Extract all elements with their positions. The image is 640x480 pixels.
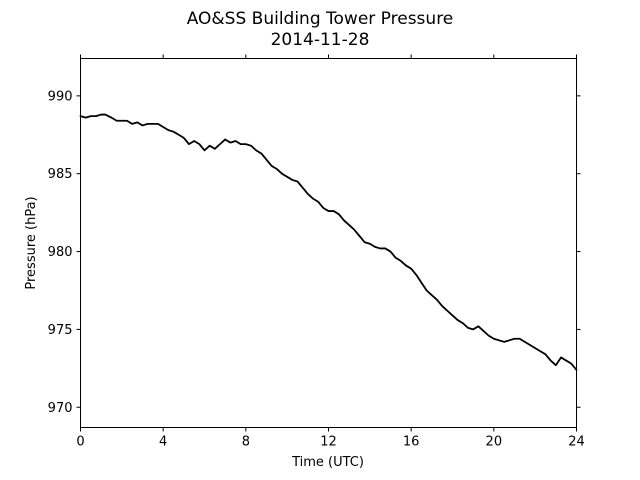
y-tick-label: 985 [48, 167, 73, 182]
x-tick-label: 24 [568, 435, 585, 450]
y-tick-label: 975 [48, 323, 73, 338]
chart-title: AO&SS Building Tower Pressure [187, 9, 454, 29]
plot-frame [80, 58, 577, 428]
y-axis-label: Pressure (hPa) [24, 196, 39, 289]
x-tick-label: 12 [320, 435, 337, 450]
y-axis: 970 975 980 985 990 [48, 89, 581, 416]
y-tick-label: 970 [48, 401, 73, 416]
x-tick-label: 16 [403, 435, 420, 450]
x-tick-label: 8 [242, 435, 250, 450]
y-tick-label: 980 [48, 245, 73, 260]
x-axis: 0 4 8 12 16 20 24 [76, 54, 585, 450]
x-axis-label: Time (UTC) [291, 455, 364, 470]
x-tick-label: 4 [159, 435, 167, 450]
x-tick-label: 20 [486, 435, 503, 450]
y-tick-label: 990 [48, 89, 73, 104]
pressure-series-line [79, 113, 578, 371]
chart-subtitle: 2014-11-28 [271, 30, 370, 50]
x-tick-label: 0 [76, 435, 84, 450]
